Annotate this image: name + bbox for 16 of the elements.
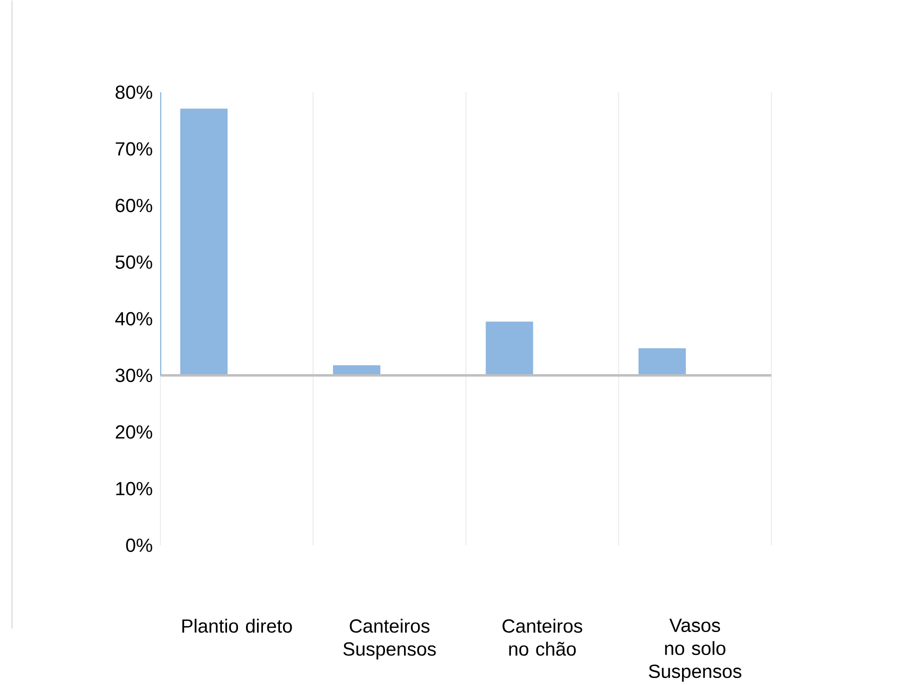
x-tick-label: Canteiros no chão: [502, 618, 582, 656]
y-tick-label: 40%: [115, 312, 152, 326]
y-tick-label: 30%: [116, 368, 152, 382]
y-tick-label: 70%: [116, 142, 152, 156]
y-tick-label: 20%: [116, 425, 152, 439]
y-tick-label: 60%: [116, 198, 152, 212]
x-tick-label: Canteiros Suspensos: [343, 618, 436, 660]
x-tick-label: Vasos no solo Suspensos: [648, 618, 742, 682]
bar: [486, 322, 534, 376]
y-tick-label: 10%: [116, 482, 152, 496]
y-tick-label: 50%: [116, 255, 152, 269]
y-tick-label: 80%: [116, 85, 152, 99]
x-tick-label: Plantio direto: [182, 618, 292, 633]
bar: [638, 348, 686, 376]
y-tick-label: 0%: [126, 538, 152, 552]
bar: [180, 108, 228, 376]
